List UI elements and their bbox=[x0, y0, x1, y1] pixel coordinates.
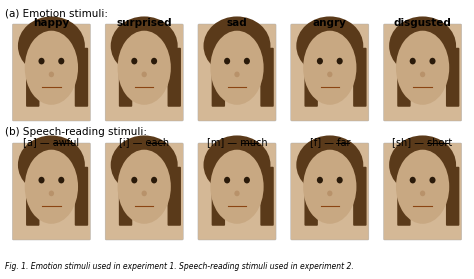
FancyBboxPatch shape bbox=[291, 24, 369, 121]
FancyBboxPatch shape bbox=[353, 48, 366, 107]
Ellipse shape bbox=[410, 58, 416, 64]
FancyBboxPatch shape bbox=[75, 48, 88, 107]
Ellipse shape bbox=[142, 191, 147, 196]
Ellipse shape bbox=[420, 191, 425, 196]
FancyBboxPatch shape bbox=[119, 167, 132, 226]
Ellipse shape bbox=[203, 16, 271, 75]
Ellipse shape bbox=[25, 31, 78, 105]
Ellipse shape bbox=[244, 177, 250, 183]
Text: surprised: surprised bbox=[117, 18, 172, 28]
FancyBboxPatch shape bbox=[397, 167, 410, 226]
Ellipse shape bbox=[296, 16, 363, 75]
Ellipse shape bbox=[303, 150, 356, 224]
Text: sad: sad bbox=[227, 18, 247, 28]
Ellipse shape bbox=[296, 135, 363, 194]
FancyBboxPatch shape bbox=[198, 143, 276, 240]
FancyBboxPatch shape bbox=[446, 48, 459, 107]
FancyBboxPatch shape bbox=[291, 143, 369, 240]
Ellipse shape bbox=[224, 177, 230, 183]
Ellipse shape bbox=[234, 71, 240, 77]
Ellipse shape bbox=[210, 150, 264, 224]
Text: (a) Emotion stimuli:: (a) Emotion stimuli: bbox=[5, 8, 108, 18]
Ellipse shape bbox=[25, 150, 78, 224]
Text: [f] — far: [f] — far bbox=[310, 137, 350, 147]
Text: disgusted: disgusted bbox=[394, 18, 452, 28]
FancyBboxPatch shape bbox=[260, 48, 274, 107]
FancyBboxPatch shape bbox=[446, 167, 459, 226]
Ellipse shape bbox=[49, 71, 54, 77]
FancyBboxPatch shape bbox=[383, 24, 462, 121]
Ellipse shape bbox=[234, 191, 240, 196]
FancyBboxPatch shape bbox=[304, 48, 318, 107]
Ellipse shape bbox=[429, 58, 436, 64]
Ellipse shape bbox=[18, 135, 85, 194]
Ellipse shape bbox=[389, 16, 456, 75]
Ellipse shape bbox=[203, 135, 271, 194]
FancyBboxPatch shape bbox=[75, 167, 88, 226]
Ellipse shape bbox=[210, 31, 264, 105]
Ellipse shape bbox=[151, 177, 157, 183]
Ellipse shape bbox=[49, 191, 54, 196]
Ellipse shape bbox=[38, 177, 45, 183]
Ellipse shape bbox=[118, 150, 171, 224]
Ellipse shape bbox=[317, 58, 323, 64]
FancyBboxPatch shape bbox=[26, 48, 39, 107]
FancyBboxPatch shape bbox=[119, 48, 132, 107]
Text: Fig. 1. Emotion stimuli used in experiment 1. Speech-reading stimuli used in exp: Fig. 1. Emotion stimuli used in experime… bbox=[5, 262, 354, 271]
Ellipse shape bbox=[38, 58, 45, 64]
Ellipse shape bbox=[224, 58, 230, 64]
Ellipse shape bbox=[396, 31, 449, 105]
FancyBboxPatch shape bbox=[304, 167, 318, 226]
Ellipse shape bbox=[142, 71, 147, 77]
FancyBboxPatch shape bbox=[12, 143, 91, 240]
Ellipse shape bbox=[111, 16, 178, 75]
Ellipse shape bbox=[420, 71, 425, 77]
Ellipse shape bbox=[337, 58, 343, 64]
Ellipse shape bbox=[131, 177, 137, 183]
Ellipse shape bbox=[111, 135, 178, 194]
Ellipse shape bbox=[389, 135, 456, 194]
FancyBboxPatch shape bbox=[167, 48, 181, 107]
FancyBboxPatch shape bbox=[12, 24, 91, 121]
Ellipse shape bbox=[429, 177, 436, 183]
FancyBboxPatch shape bbox=[212, 48, 225, 107]
Ellipse shape bbox=[131, 58, 137, 64]
Ellipse shape bbox=[151, 58, 157, 64]
FancyBboxPatch shape bbox=[260, 167, 274, 226]
Ellipse shape bbox=[327, 191, 332, 196]
FancyBboxPatch shape bbox=[212, 167, 225, 226]
Ellipse shape bbox=[327, 71, 332, 77]
FancyBboxPatch shape bbox=[383, 143, 462, 240]
Ellipse shape bbox=[303, 31, 356, 105]
Text: [a] — awful: [a] — awful bbox=[23, 137, 80, 147]
Text: (b) Speech-reading stimuli:: (b) Speech-reading stimuli: bbox=[5, 127, 147, 137]
FancyBboxPatch shape bbox=[26, 167, 39, 226]
FancyBboxPatch shape bbox=[397, 48, 410, 107]
Ellipse shape bbox=[118, 31, 171, 105]
Ellipse shape bbox=[58, 177, 64, 183]
FancyBboxPatch shape bbox=[105, 143, 183, 240]
Ellipse shape bbox=[396, 150, 449, 224]
Ellipse shape bbox=[18, 16, 85, 75]
Ellipse shape bbox=[244, 58, 250, 64]
Ellipse shape bbox=[317, 177, 323, 183]
Text: happy: happy bbox=[33, 18, 70, 28]
FancyBboxPatch shape bbox=[198, 24, 276, 121]
Text: [i] — each: [i] — each bbox=[119, 137, 169, 147]
Text: [m] — much: [m] — much bbox=[207, 137, 267, 147]
Text: [sh] — short: [sh] — short bbox=[392, 137, 453, 147]
Ellipse shape bbox=[58, 58, 64, 64]
FancyBboxPatch shape bbox=[167, 167, 181, 226]
Ellipse shape bbox=[337, 177, 343, 183]
Ellipse shape bbox=[410, 177, 416, 183]
FancyBboxPatch shape bbox=[105, 24, 183, 121]
Text: angry: angry bbox=[313, 18, 347, 28]
FancyBboxPatch shape bbox=[353, 167, 366, 226]
